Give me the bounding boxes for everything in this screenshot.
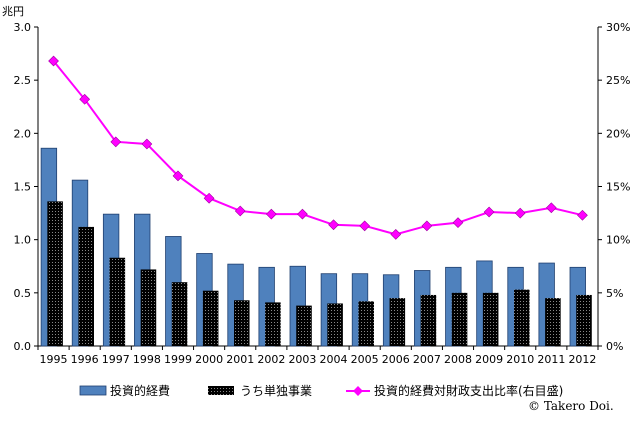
ratio-point [265,208,277,220]
x-tick-label: 2002 [257,353,285,366]
bar-independent [358,301,374,346]
bar-independent [202,290,219,346]
ratio-point [359,220,371,232]
bar-independent [420,294,437,346]
right-tick-label: 25% [606,74,630,87]
x-tick-label: 2000 [195,353,223,366]
copyright-credit: © Takero Doi. [528,399,614,413]
right-tick-label: 20% [606,127,630,140]
legend-swatch-ratio-marker [353,386,363,396]
left-tick-label: 2.0 [14,127,32,140]
ratio-point [421,220,433,232]
x-tick-label: 1997 [102,353,130,366]
ratio-point [141,138,153,150]
bar-independent [389,298,406,346]
legend-swatch-investment [79,385,107,396]
legend-label-investment: 投資的経費 [110,383,170,398]
ratio-point [297,208,308,220]
bar-independent [234,300,250,346]
left-tick-label: 3.0 [14,21,32,34]
left-axis-unit: 兆円 [2,5,24,18]
x-tick-label: 2005 [351,353,379,366]
ratio-point [390,228,402,240]
legend-label-independent: うち単独事業 [240,384,312,398]
bar-independent [482,292,499,346]
series-ratio-line [48,55,588,240]
right-axis-ticks: 0% 5% 10% 15% 20% 25% 30% [598,21,630,353]
right-tick-label: 0% [606,340,623,353]
left-tick-label: 1.0 [14,234,32,247]
legend-label-ratio: 投資的経費対財政支出比率(右目盛) [374,383,563,398]
x-tick-label: 2009 [475,353,503,366]
x-tick-label: 1995 [40,353,68,366]
ratio-line-path [52,60,583,236]
right-tick-label: 15% [606,181,630,194]
bar-independent [327,303,343,346]
x-tick-label: 2001 [226,353,254,366]
x-tick-label: 2008 [444,353,472,366]
bar-independent [545,298,561,346]
bar-independent [78,226,94,346]
x-tick-label: 2007 [413,353,441,366]
x-tick-label: 2011 [537,353,565,366]
ratio-point [234,205,246,217]
left-axis-ticks: 0.0 0.5 1.0 1.5 2.0 2.5 3.0 [14,21,38,353]
ratio-point [545,202,557,214]
ratio-point [172,170,184,182]
left-tick-label: 1.5 [14,181,32,194]
bar-independent [576,294,592,346]
x-axis-ticks: 1995 1996 1997 1998 1999 2000 2001 2002 2003 2004… [37,346,599,366]
ratio-point [514,207,526,219]
left-tick-label: 0.5 [14,287,32,300]
bar-independent [140,269,157,346]
ratio-point [483,206,495,218]
x-tick-label: 2003 [288,353,316,366]
ratio-point [48,55,59,67]
x-tick-label: 2010 [506,353,534,366]
bar-independent [451,292,468,346]
bar-independent [265,302,281,346]
x-tick-label: 1996 [71,353,99,366]
ratio-point [79,93,91,105]
bar-independent [514,289,530,346]
series-independent-bars [47,201,592,346]
bar-independent [47,201,63,346]
bar-independent [296,305,312,346]
x-tick-label: 2004 [320,353,348,366]
bar-independent [171,282,188,346]
x-tick-label: 2012 [568,353,596,366]
ratio-point [203,192,215,204]
x-tick-label: 2006 [382,353,410,366]
ratio-point [110,136,122,148]
right-tick-label: 5% [606,287,623,300]
ratio-point [577,209,588,221]
left-tick-label: 2.5 [14,74,32,87]
x-tick-label: 1998 [133,353,161,366]
legend-swatch-independent [208,386,234,395]
right-tick-label: 10% [606,234,630,247]
legend: 投資的経費 うち単独事業 投資的経費対財政支出比率(右目盛) [79,383,563,398]
bar-independent [109,257,126,346]
ratio-point [452,217,464,229]
right-tick-label: 30% [606,21,630,34]
x-tick-label: 1999 [164,353,192,366]
ratio-point [328,219,339,231]
left-tick-label: 0.0 [14,340,32,353]
